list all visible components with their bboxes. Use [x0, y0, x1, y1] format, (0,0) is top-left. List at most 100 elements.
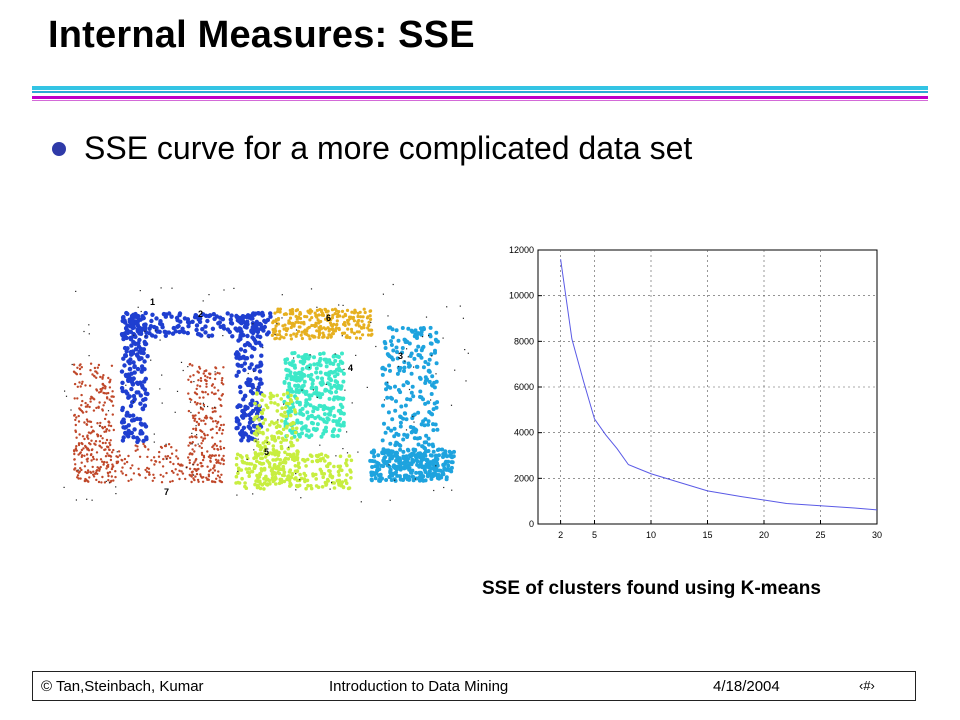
noise-point	[435, 465, 437, 467]
scatter-point	[98, 401, 101, 404]
scatter-point	[111, 390, 114, 393]
scatter-point	[308, 318, 312, 322]
scatter-point	[401, 449, 406, 454]
scatter-point	[393, 453, 398, 458]
scatter-point	[75, 469, 78, 472]
scatter-point	[222, 446, 226, 450]
scatter-point	[277, 430, 281, 434]
scatter-point	[300, 367, 305, 371]
scatter-point	[170, 469, 174, 473]
scatter-point	[253, 339, 258, 344]
scatter-point	[324, 357, 329, 362]
scatter-point	[75, 445, 78, 448]
scatter-point	[235, 362, 240, 367]
scatter-point	[73, 414, 76, 417]
scatter-point	[278, 307, 282, 311]
scatter-point	[328, 369, 333, 374]
scatter-point	[285, 434, 290, 438]
scatter-point	[361, 315, 365, 319]
scatter-point	[238, 431, 243, 436]
scatter-point	[170, 446, 173, 449]
scatter-point	[410, 453, 414, 458]
scatter-point	[76, 476, 79, 479]
scatter-point	[175, 455, 178, 458]
scatter-point	[152, 324, 157, 330]
scatter-point	[83, 454, 86, 457]
scatter-point	[297, 465, 301, 470]
scatter-point	[326, 412, 331, 417]
scatter-point	[297, 378, 302, 383]
scatter-point	[238, 389, 243, 395]
noise-point	[316, 306, 318, 308]
scatter-point	[222, 454, 225, 458]
scatter-point	[195, 387, 198, 391]
scatter-point	[328, 469, 332, 473]
scatter-point	[90, 439, 93, 442]
scatter-point	[284, 367, 289, 372]
scatter-point	[112, 428, 115, 432]
scatter-point	[193, 419, 196, 422]
scatter-point	[201, 391, 205, 394]
scatter-point	[394, 399, 398, 404]
scatter-point	[157, 455, 161, 458]
scatter-point	[78, 470, 81, 473]
scatter-point	[312, 391, 317, 396]
scatter-point	[380, 365, 385, 370]
scatter-point	[73, 397, 76, 400]
scatter-point	[79, 467, 82, 470]
scatter-point	[302, 379, 307, 384]
scatter-point	[295, 438, 300, 442]
scatter-point	[399, 404, 404, 409]
scatter-point	[120, 470, 123, 473]
scatter-point	[218, 476, 221, 479]
scatter-point	[77, 414, 80, 418]
scatter-point	[430, 383, 434, 388]
noise-point	[413, 421, 415, 423]
scatter-point	[380, 450, 385, 455]
scatter-point	[98, 440, 102, 443]
scatter-point	[299, 321, 304, 325]
noise-point	[202, 402, 204, 404]
scatter-point	[420, 444, 425, 449]
scatter-point	[136, 445, 139, 448]
scatter-point	[419, 329, 424, 334]
scatter-point	[85, 410, 88, 413]
scatter-point	[409, 371, 414, 376]
scatter-point	[194, 459, 197, 462]
scatter-point	[296, 461, 301, 465]
scatter-point	[329, 318, 333, 322]
scatter-point	[336, 422, 341, 427]
scatter-point	[141, 326, 146, 331]
scatter-point	[211, 410, 214, 414]
scatter-point	[106, 452, 109, 455]
scatter-point	[331, 313, 335, 317]
scatter-point	[187, 378, 190, 381]
noise-point	[342, 448, 344, 450]
scatter-point	[312, 355, 316, 360]
scatter-point	[308, 453, 313, 457]
scatter-point	[194, 435, 197, 438]
noise-point	[446, 306, 448, 308]
noise-point	[187, 366, 189, 368]
scatter-point	[221, 393, 224, 396]
scatter-point	[268, 482, 272, 486]
scatter-point	[200, 446, 203, 450]
scatter-point	[218, 372, 221, 375]
scatter-point	[343, 323, 347, 327]
scatter-point	[200, 327, 205, 332]
scatter-point	[298, 472, 302, 477]
scatter-point	[376, 453, 381, 458]
scatter-point	[222, 459, 226, 462]
noise-point	[281, 317, 283, 319]
scatter-point	[274, 425, 279, 429]
scatter-point	[341, 315, 345, 319]
scatter-point	[386, 410, 391, 415]
scatter-point	[375, 468, 380, 473]
noise-point	[176, 390, 179, 392]
scatter-point	[314, 484, 319, 488]
scatter-point	[324, 317, 328, 321]
scatter-point	[273, 475, 278, 480]
y-tick-label: 4000	[514, 428, 534, 438]
scatter-point	[309, 420, 314, 425]
scatter-point	[256, 485, 261, 489]
